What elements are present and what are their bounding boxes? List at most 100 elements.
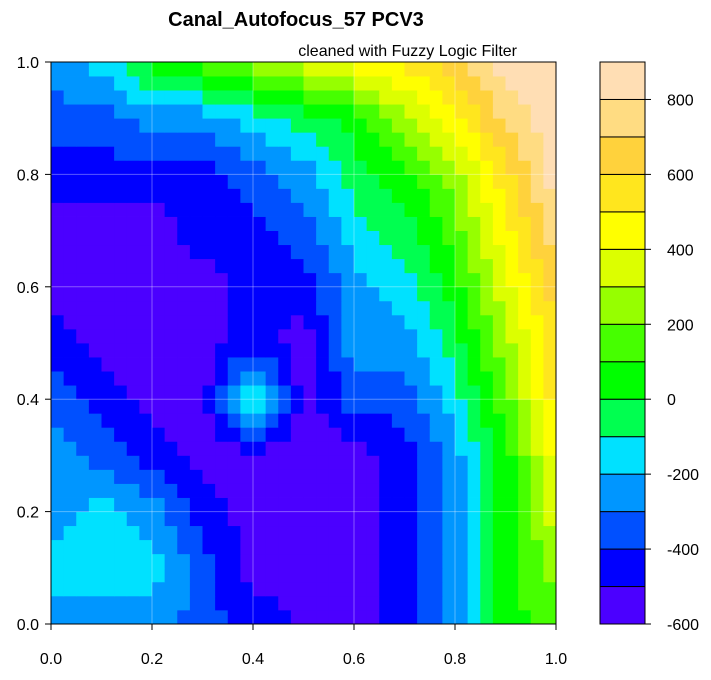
contour-cell [518, 300, 532, 316]
contour-cell [417, 609, 431, 625]
contour-cell [480, 300, 494, 316]
contour-cell [379, 567, 393, 583]
contour-cell [391, 553, 405, 569]
contour-cell [341, 160, 355, 175]
contour-cell [51, 62, 65, 77]
contour-cell [505, 539, 519, 555]
contour-cell [189, 146, 203, 161]
contour-cell [240, 483, 254, 498]
contour-cell [152, 314, 166, 330]
contour-cell [114, 146, 128, 161]
contour-cell [518, 497, 532, 512]
contour-cell [177, 160, 191, 175]
contour-cell [240, 90, 254, 105]
contour-cell [215, 609, 229, 625]
contour-cell [290, 511, 304, 527]
contour-cell [543, 343, 557, 358]
contour-cell [328, 581, 342, 597]
contour-cell [63, 385, 77, 400]
contour-cell [63, 216, 77, 231]
contour-cell [152, 567, 166, 583]
contour-cell [518, 132, 532, 147]
contour-cell [126, 216, 140, 231]
contour-cell [455, 553, 469, 569]
contour-cell [480, 469, 494, 484]
colorbar-swatch [599, 473, 646, 513]
contour-cell [316, 230, 330, 246]
contour-cell [354, 497, 368, 512]
contour-cell [404, 441, 418, 456]
contour-cell [442, 581, 456, 597]
contour-cell [164, 343, 178, 358]
contour-cell [63, 160, 77, 175]
contour-cell [240, 132, 254, 147]
contour-cell [202, 328, 216, 344]
contour-cell [202, 272, 216, 288]
contour-cell [101, 413, 115, 428]
contour-cell [240, 174, 254, 189]
contour-cell [518, 188, 532, 203]
contour-cell [530, 581, 544, 597]
contour-cell [265, 483, 279, 498]
contour-cell [290, 76, 304, 91]
contour-cell [139, 244, 153, 260]
contour-cell [303, 132, 317, 147]
contour-cell [328, 483, 342, 498]
contour-cell [88, 258, 102, 274]
contour-cell [139, 328, 153, 344]
contour-cell [290, 244, 304, 260]
contour-cell [518, 581, 532, 597]
contour-cell [101, 497, 115, 512]
contour-cell [101, 300, 115, 316]
contour-cell [63, 286, 77, 302]
contour-cell [215, 483, 229, 498]
contour-cell [316, 216, 330, 231]
contour-cell [278, 413, 292, 428]
contour-cell [429, 553, 443, 569]
contour-cell [253, 609, 267, 625]
contour-cell [278, 174, 292, 189]
contour-cell [366, 357, 380, 372]
contour-cell [164, 76, 178, 91]
contour-cell [76, 609, 90, 625]
contour-cell [240, 567, 254, 583]
colorbar-frame [599, 61, 646, 625]
contour-cell [366, 118, 380, 133]
contour-cell [316, 427, 330, 442]
contour-cell [328, 118, 342, 133]
contour-cell [240, 511, 254, 527]
contour-cell [404, 300, 418, 316]
contour-cell [379, 216, 393, 231]
contour-cell [442, 300, 456, 316]
contour-cell [152, 609, 166, 625]
contour-cell [530, 497, 544, 512]
contour-cell [391, 595, 405, 611]
contour-cell [328, 328, 342, 344]
contour-cell [189, 525, 203, 541]
contour-cell [492, 609, 506, 625]
contour-cell [253, 272, 267, 288]
contour-cell [139, 469, 153, 484]
contour-cell [240, 202, 254, 217]
contour-cell [139, 90, 153, 105]
contour-cell [114, 160, 128, 175]
contour-cell [265, 62, 279, 77]
contour-cell [379, 427, 393, 442]
contour-cell [139, 427, 153, 442]
contour-cell [328, 371, 342, 386]
contour-cell [391, 385, 405, 400]
contour-cell [429, 497, 443, 512]
contour-cell [126, 595, 140, 611]
contour-cell [303, 455, 317, 470]
contour-cell [227, 553, 241, 569]
contour-cell [328, 539, 342, 555]
contour-cell [404, 314, 418, 330]
contour-cell [518, 160, 532, 175]
contour-cell [88, 357, 102, 372]
contour-cell [341, 469, 355, 484]
contour-cell [518, 595, 532, 611]
contour-cell [278, 497, 292, 512]
contour-cell [455, 76, 469, 91]
contour-cell [101, 104, 115, 119]
contour-cell [164, 104, 178, 119]
